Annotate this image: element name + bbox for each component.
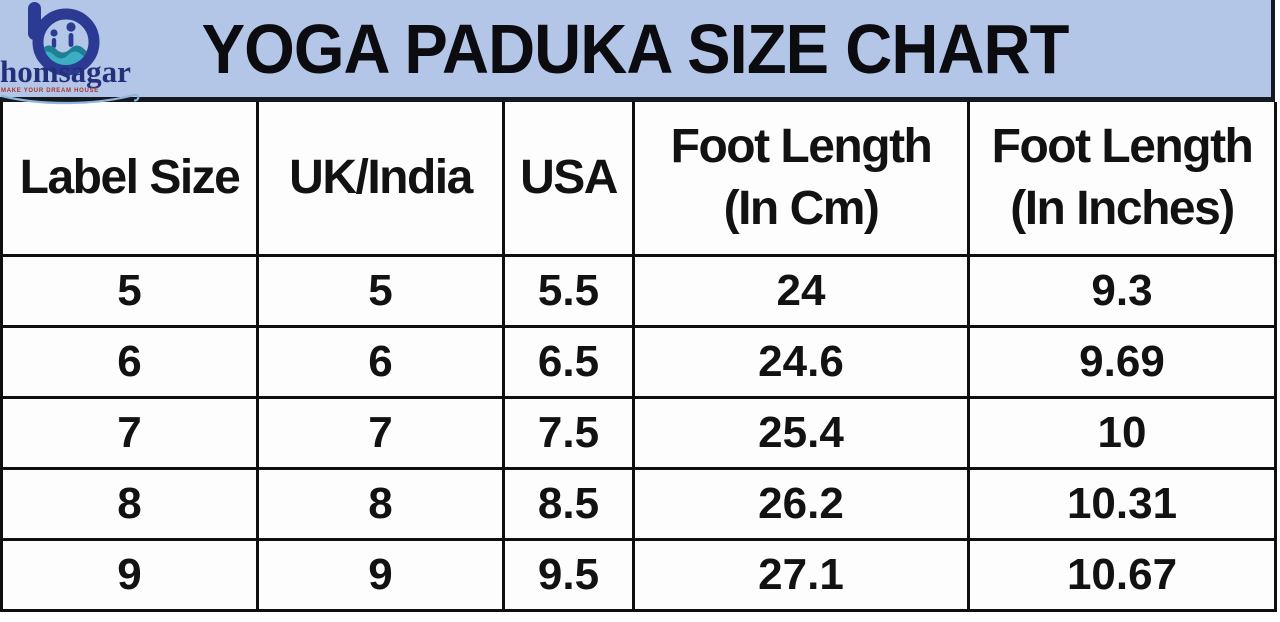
col-header-foot-length-cm: Foot Length (In Cm): [632, 102, 970, 257]
col-header-label: Foot Length: [670, 119, 933, 173]
cell-uk-india: 6: [256, 324, 505, 399]
cell-uk-india: 9: [256, 537, 505, 612]
cell-uk-india: 8: [256, 466, 505, 541]
cell-usa: 5.5: [502, 253, 635, 328]
cell-uk-india: 5: [256, 253, 505, 328]
col-header-uk-india: UK/India: [256, 102, 505, 257]
table-row: 5 5 5.5 24 9.3: [0, 253, 1277, 328]
homsagar-b-ring-people-waves-icon: [28, 2, 100, 76]
col-header-label: Foot Length: [991, 119, 1254, 173]
col-header-usa: USA: [502, 102, 635, 257]
brand-name: homsagar: [0, 54, 131, 89]
cell-foot-length-cm: 24: [632, 253, 970, 328]
cell-label-size: 7: [0, 395, 259, 470]
cell-foot-length-inches: 9.3: [967, 253, 1277, 328]
col-header-label: Label Size: [19, 150, 241, 204]
cell-foot-length-inches: 9.69: [967, 324, 1277, 399]
col-header-label: UK/India: [289, 150, 473, 204]
cell-foot-length-cm: 24.6: [632, 324, 970, 399]
cell-label-size: 8: [0, 466, 259, 541]
table-header-row: Label Size UK/India USA Foot Length (In …: [0, 102, 1277, 257]
cell-usa: 8.5: [502, 466, 635, 541]
cell-label-size: 5: [0, 253, 259, 328]
brand-logo: homsagar MAKE YOUR DREAM HOUSE: [0, 0, 152, 112]
logo-swoosh-decoration: [0, 93, 140, 105]
cell-foot-length-cm: 27.1: [632, 537, 970, 612]
cell-label-size: 9: [0, 537, 259, 612]
cell-foot-length-inches: 10.67: [967, 537, 1277, 612]
cell-label-size: 6: [0, 324, 259, 399]
table-row: 9 9 9.5 27.1 10.67: [0, 537, 1277, 612]
col-header-label: USA: [520, 150, 618, 204]
cell-foot-length-inches: 10: [967, 395, 1277, 470]
table-row: 6 6 6.5 24.6 9.69: [0, 324, 1277, 399]
title-banner: YOGA PADUKA SIZE CHART: [0, 0, 1275, 102]
table-row: 8 8 8.5 26.2 10.31: [0, 466, 1277, 541]
cell-usa: 7.5: [502, 395, 635, 470]
col-header-sublabel: (In Cm): [723, 181, 880, 235]
cell-foot-length-cm: 25.4: [632, 395, 970, 470]
size-chart-table: Label Size UK/India USA Foot Length (In …: [0, 102, 1277, 612]
cell-foot-length-cm: 26.2: [632, 466, 970, 541]
col-header-foot-length-inches: Foot Length (In Inches): [967, 102, 1277, 257]
col-header-label-size: Label Size: [0, 102, 259, 257]
brand-tagline: MAKE YOUR DREAM HOUSE: [1, 88, 99, 94]
col-header-sublabel: (In Inches): [1010, 181, 1235, 235]
cell-uk-india: 7: [256, 395, 505, 470]
cell-usa: 9.5: [502, 537, 635, 612]
cell-foot-length-inches: 10.31: [967, 466, 1277, 541]
page-title: YOGA PADUKA SIZE CHART: [202, 9, 1070, 88]
cell-usa: 6.5: [502, 324, 635, 399]
table-row: 7 7 7.5 25.4 10: [0, 395, 1277, 470]
